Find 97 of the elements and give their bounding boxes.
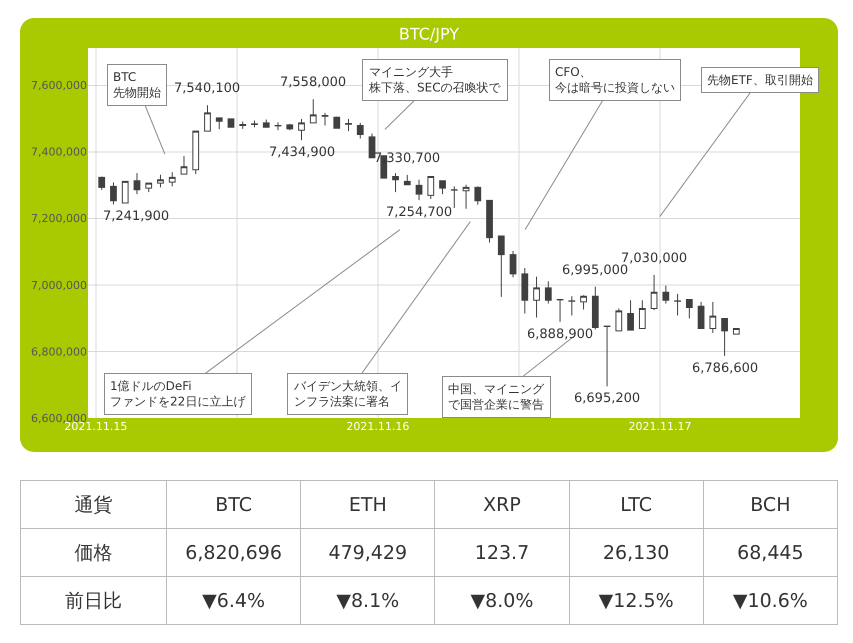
candlestick [98,176,106,190]
category-label: BTC [166,480,301,528]
y-tick-label: 7,200,000 [31,212,87,226]
candlestick [721,318,728,356]
candlestick [427,176,434,200]
candlestick [486,200,493,244]
candlestick [439,180,446,195]
annotation: 7,540,100 [174,81,240,96]
chart-title: BTC/JPY [398,24,460,44]
annotation: 6,786,600 [692,361,758,376]
candlestick [251,120,258,128]
candlestick [298,118,305,141]
annotation: 1億ドルのDeFiファンドを22日に立上げ [110,379,246,409]
candlestick [474,186,482,206]
annotation: 中国、マイニングで国営企業に警告 [448,382,545,412]
candlestick [698,301,704,329]
y-tick-label: 7,600,000 [31,79,87,92]
annotation: 先物ETF、取引開始 [707,73,813,87]
candlestick [510,250,516,278]
annotation: 7,558,000 [280,75,346,90]
candlestick [615,308,622,332]
candlestick [544,280,552,304]
candlestick [404,174,411,186]
annotation: バイデン大統領、インフラ法案に署名 [293,379,402,409]
candlestick [686,299,693,320]
candlestick [392,172,399,193]
candlestick [168,172,176,187]
candlestick [262,119,270,128]
candlestick [650,274,658,311]
candlestick [662,285,670,304]
candlestick [604,325,610,387]
annotation: CFO、今は暗号に投資しない [555,65,675,95]
text: ▼8.0% [470,590,534,612]
candlestick [450,186,458,209]
candlestick [592,286,599,330]
candlestick [462,184,470,210]
y-tick-label: 6,800,000 [31,345,87,358]
annotation: 7,241,900 [103,209,170,224]
candlestick [368,133,376,158]
candlestick [216,117,223,130]
candlestick [521,267,528,314]
candlestick [134,172,140,195]
text: 通貨 [20,480,166,528]
candlestick [122,180,129,204]
y-tick-label: 7,000,000 [31,278,87,292]
candlestick [345,118,352,132]
annotation: 6,695,200 [574,391,640,406]
candlestick [204,104,211,132]
category-label: 価格 [74,542,112,564]
candlestick [180,156,188,175]
candlestick [568,296,576,316]
text: ▼6.4% [202,590,266,612]
candlestick [192,130,200,175]
category-label: ETH [300,480,435,528]
candlestick [274,122,282,131]
category-label: BCH [703,480,838,528]
category-label: 前日比 [65,590,122,612]
category-label: XRP [434,480,570,528]
x-tick-label: 2021.11.16 [346,420,410,433]
candlestick [228,118,234,128]
candlestick [627,300,634,331]
annotation: 7,030,000 [621,251,688,266]
candlestick [580,294,587,310]
annotation: 7,254,700 [386,205,452,220]
candlestick [333,116,340,130]
candlestick [638,300,646,329]
candlestick [709,301,716,334]
candlestick [145,182,152,193]
candlestick [556,298,564,322]
text: 6,820,696 [185,542,282,564]
text: ▼12.5% [598,590,674,612]
annotation: BTC先物開始 [113,70,161,100]
candlestick [239,121,246,130]
x-tick-label: 2021.11.17 [628,420,692,433]
candlestick [416,179,422,201]
candlestick [498,235,505,298]
text: 68,445 [737,542,804,564]
annotation: 7,434,900 [269,145,336,160]
candlestick [286,123,294,131]
y-tick-label: 7,400,000 [31,146,87,159]
candlestick [674,293,681,316]
text: ▼10.6% [732,590,808,612]
text: 479,429 [328,542,408,564]
candlestick [310,98,317,124]
text: 123.7 [474,542,530,564]
candlestick [157,174,164,188]
candlestick [110,182,117,205]
annotation: 6,888,900 [527,327,594,342]
candlestick [732,328,740,335]
candlestick [356,122,364,139]
candlestick [322,112,328,126]
annotation: マイニング大手株下落、SECの召喚状で [368,65,502,95]
text: ▼8.1% [336,590,400,612]
annotation: 6,995,000 [562,263,628,278]
category-label: LTC [569,480,704,528]
text: 26,130 [602,542,670,564]
candlestick [533,276,540,318]
